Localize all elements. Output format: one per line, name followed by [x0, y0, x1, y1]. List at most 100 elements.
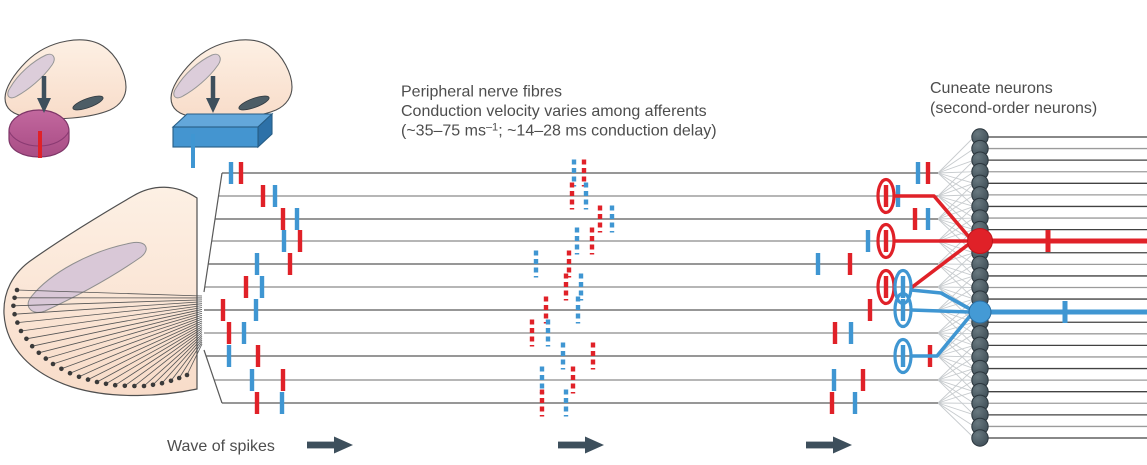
receptor-ending	[159, 380, 165, 386]
coincidence-ellipse	[893, 337, 913, 375]
fan-line	[937, 229, 975, 242]
receptor-ending	[176, 375, 182, 381]
receptor-axon	[186, 343, 203, 376]
fan-line	[937, 136, 975, 174]
fan-line	[937, 263, 975, 288]
receptor-ending	[184, 372, 190, 378]
receptor-ending	[24, 336, 29, 342]
fan-line	[937, 171, 975, 174]
receptor-ending	[76, 374, 82, 380]
receptor-ending	[11, 303, 16, 309]
wave-arrow-bar	[806, 441, 833, 449]
fan-line	[937, 368, 975, 404]
fan-line	[937, 355, 975, 358]
fan-line	[937, 402, 975, 427]
fan-line	[937, 379, 975, 404]
fan-line	[937, 159, 975, 174]
receptor-ending	[94, 379, 100, 385]
receptor-axon	[38, 310, 203, 354]
receptor-ending	[29, 343, 35, 349]
wave-direction-arrows	[307, 436, 852, 454]
receptor-ending	[122, 383, 128, 389]
peripheral-label-line3: (~35–75 ms–1; ~14–28 ms conduction delay…	[401, 122, 717, 140]
receptor-axon	[114, 328, 203, 386]
receptor-axon	[161, 337, 203, 384]
bracket-line	[203, 172, 223, 293]
fingertip-cross-section	[3, 186, 203, 397]
fan-line	[937, 344, 975, 357]
receptor-axon	[61, 316, 203, 370]
blue-cuneate-neuron	[968, 300, 992, 324]
receptor-ending	[12, 295, 17, 301]
fan-line	[937, 148, 975, 174]
coincidence-ellipse	[876, 222, 896, 260]
fan-line	[937, 391, 975, 404]
fan-line	[937, 194, 975, 197]
receptor-axon	[170, 339, 203, 382]
fan-line	[937, 217, 975, 220]
neuron-projections	[876, 177, 1147, 375]
receptor-ending	[18, 328, 24, 334]
receptor-ending	[12, 311, 17, 317]
receptor-axon	[32, 309, 203, 347]
wave-arrow-bar	[558, 441, 585, 449]
fan-line	[937, 321, 975, 357]
receptor-ending	[50, 361, 56, 367]
fan-line	[937, 345, 975, 381]
receptor-axon	[143, 334, 203, 387]
cuneate-neuron	[971, 429, 989, 447]
coincidence-ellipse	[893, 268, 913, 306]
fan-line	[937, 333, 975, 357]
receptor-ending	[103, 381, 109, 387]
blue-projection	[911, 314, 972, 358]
wave-of-spikes-label: Wave of spikes	[167, 438, 275, 455]
receptor-ending	[36, 350, 42, 356]
receptor-axon	[134, 332, 203, 387]
receptor-axon	[87, 322, 203, 380]
receptor-ending	[43, 356, 49, 361]
fan-line	[937, 182, 975, 220]
wave-arrow-bar	[307, 441, 334, 449]
stimulus-spike-ticks	[38, 131, 195, 168]
receptor-axon	[178, 341, 203, 379]
fan-line	[937, 218, 975, 254]
fan-line	[937, 159, 975, 197]
cuneate-label-line1: Cuneate neurons	[930, 80, 1053, 97]
fan-line	[937, 252, 975, 288]
fan-line	[937, 286, 975, 288]
fan-line	[937, 194, 975, 220]
bracket-line	[203, 349, 223, 404]
spike-waves	[220, 159, 933, 417]
red-projection	[909, 242, 971, 290]
flat-object	[171, 112, 274, 149]
receptor-axon	[78, 320, 203, 378]
fan-line	[937, 206, 975, 220]
fan-line	[937, 356, 975, 381]
coincidence-ellipse	[876, 177, 896, 215]
receptor-axon	[152, 336, 203, 386]
blue-projection	[910, 308, 970, 314]
peripheral-label-line1: Peripheral nerve fibres	[401, 84, 562, 101]
fingertip-skin	[3, 186, 198, 397]
peripheral-label-line2: Conduction velocity varies among afferen…	[401, 103, 707, 120]
receptor-axon	[14, 301, 203, 315]
fan-line	[937, 298, 975, 311]
fan-line	[937, 182, 975, 197]
receptor-axon	[45, 312, 203, 359]
receptor-ending	[67, 370, 73, 376]
receptor-ending	[168, 378, 174, 384]
fan-line	[937, 275, 975, 288]
fan-line	[937, 402, 975, 439]
cuneate-label-line2: (second-order neurons)	[930, 100, 1097, 117]
fan-line	[937, 275, 975, 311]
receptor-ending	[132, 383, 137, 389]
fan-line	[937, 287, 975, 311]
fan-line	[937, 217, 975, 242]
receptor-ending	[150, 382, 156, 388]
wave-arrow-head	[833, 436, 852, 454]
fan-line	[937, 402, 975, 416]
receptor-axon	[13, 299, 203, 307]
receptor-ending	[15, 320, 20, 325]
